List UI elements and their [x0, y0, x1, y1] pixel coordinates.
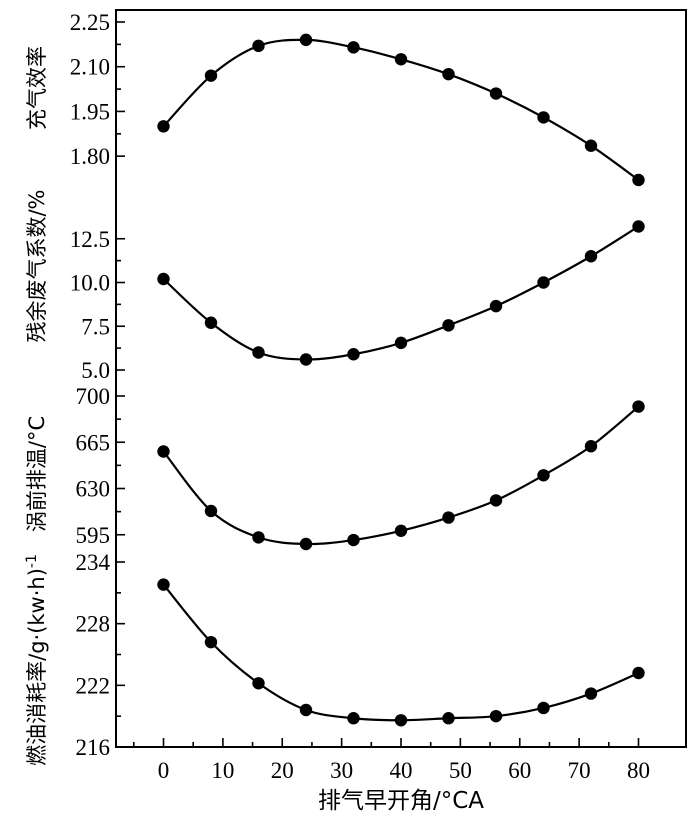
panel-3-y-tick-label-2: 665	[76, 430, 111, 455]
panel-1-y-tick-label-0: 1.80	[70, 144, 110, 169]
plot-frame	[115, 9, 687, 748]
panel-4-point-7	[489, 709, 503, 723]
panel-1-y-tick-label-3: 2.25	[70, 10, 110, 35]
panel-4-y-tick-label-0: 216	[76, 735, 111, 760]
panel-4-point-9	[584, 687, 598, 700]
panel-4-series-line	[162, 583, 639, 722]
panel-3-point-7	[489, 494, 503, 507]
panel-1-point-5	[394, 53, 408, 66]
panel-1-point-2	[252, 39, 265, 53]
panel-3-point-5	[394, 524, 408, 537]
x-tick-label-3: 30	[330, 758, 353, 783]
panel-3-point-10	[632, 400, 645, 413]
panel-3-y-tick-label-3: 700	[76, 384, 111, 409]
panel-3-point-4	[347, 533, 360, 547]
x-tick-label-0: 0	[158, 758, 170, 783]
panel-4-y-tick-label-3: 234	[76, 550, 111, 575]
panel-4-point-5	[394, 714, 408, 727]
panel-3-point-3	[299, 537, 313, 551]
panel-2-y-tick-label-1: 7.5	[81, 314, 110, 339]
panel-3-point-0	[157, 445, 170, 458]
panel-2-point-9	[584, 250, 598, 263]
panel-3-point-8	[537, 469, 550, 482]
panel-4-y-tick-label-2: 228	[76, 612, 111, 637]
panel-2-y-tick-label-0: 5.0	[81, 358, 110, 383]
panel-4-point-2	[252, 677, 265, 690]
ylabel-panel-4: 燃油消耗率/g·(kw·h)-1	[24, 554, 49, 766]
x-tick-label-1: 10	[211, 758, 234, 783]
panel-2-point-1	[204, 316, 218, 329]
panel-4-point-0	[157, 578, 170, 591]
x-tick-label-5: 50	[449, 758, 472, 783]
x-tick-label-7: 70	[568, 758, 591, 783]
panel-4-y-tick-label-1: 222	[76, 673, 111, 698]
panel-3-point-6	[442, 511, 455, 524]
panel-2-point-4	[347, 348, 360, 361]
x-tick-label-4: 40	[390, 758, 413, 783]
panel-2-y-tick-label-3: 12.5	[70, 227, 110, 252]
ylabel-panel-3: 涡前排温/°C	[25, 416, 49, 532]
panel-2-point-6	[442, 319, 455, 332]
axis-titles: 充气效率 残余废气系数/% 涡前排温/°C 燃油消耗率/g·(kw·h)-1 排…	[24, 46, 484, 814]
panel-1-point-6	[442, 67, 455, 81]
panel-2-point-5	[394, 336, 408, 350]
panel-3-y-tick-label-0: 595	[76, 523, 111, 548]
panel-3-point-9	[584, 440, 598, 453]
x-tick-label-8: 80	[627, 758, 650, 783]
panel-1-y-tick-label-2: 2.10	[70, 55, 110, 80]
ylabel-panel-4-main: 燃油消耗率/g·(kw·h)	[25, 568, 49, 766]
panel-2-point-8	[537, 276, 550, 289]
panel-4-point-10	[632, 666, 645, 680]
panel-3-y-tick-label-1: 630	[76, 477, 111, 502]
ylabel-panel-2: 残余废气系数/%	[25, 189, 49, 342]
panel-3-point-1	[204, 504, 218, 518]
x-tick-label-2: 20	[271, 758, 294, 783]
panel-2-point-2	[252, 346, 265, 359]
panel-4-point-6	[442, 712, 455, 725]
panel-1-point-4	[347, 41, 360, 54]
panel-1-point-1	[204, 69, 218, 82]
panel-1-y-tick-label-1: 1.95	[70, 99, 110, 124]
panel-1-point-7	[489, 87, 503, 100]
panel-1-point-8	[537, 111, 550, 124]
panel-3-series-line	[162, 405, 640, 546]
ylabel-panel-1: 充气效率	[25, 46, 49, 130]
panel-2-point-0	[157, 272, 170, 286]
panel-1-point-9	[584, 139, 598, 152]
panel-4-point-4	[347, 712, 360, 725]
ylabel-panel-4-sup: -1	[24, 554, 40, 568]
panel-2-point-3	[299, 353, 313, 366]
panel-1-point-10	[632, 173, 645, 187]
panel-1-point-0	[157, 120, 170, 133]
panel-2-y-tick-label-2: 10.0	[70, 271, 110, 296]
panel-1-point-3	[299, 33, 313, 47]
plot-content: 0 10 20 30 40 50 60 70 80 1.80 1.95 2.10 2.25 5.0 7.5 1…	[70, 10, 650, 783]
panel-4-point-3	[299, 703, 313, 717]
x-tick-label-6: 60	[508, 758, 531, 783]
panel-2-point-7	[489, 299, 503, 313]
panel-4-point-8	[537, 701, 550, 715]
panel-3-point-2	[252, 531, 265, 544]
panel-4-point-1	[204, 635, 218, 649]
panel-2-point-10	[632, 220, 645, 233]
x-axis-title: 排气早开角/°CA	[318, 788, 484, 814]
